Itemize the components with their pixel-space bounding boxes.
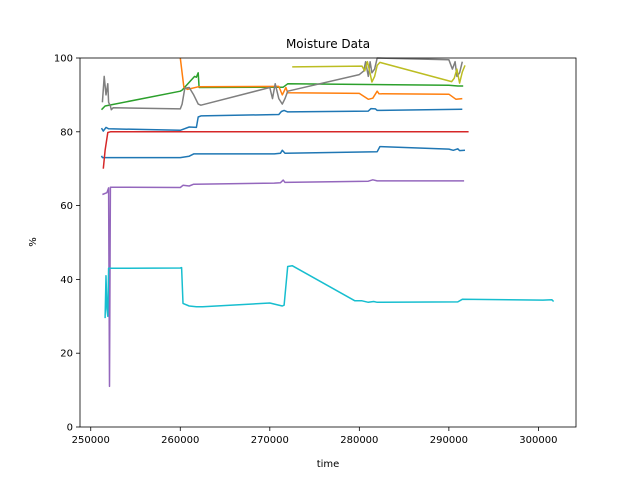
axes-frame (79, 57, 577, 428)
x-tick-label: 260000 (161, 435, 199, 446)
y-axis-ticks: 0 20 40 60 80 100 (54, 54, 80, 434)
y-tick-label: 0 (67, 423, 73, 434)
x-tick-label: 290000 (430, 435, 468, 446)
x-tick-label: 250000 (72, 435, 110, 446)
y-tick-label: 40 (60, 275, 73, 286)
y-tick-label: 60 (60, 201, 73, 212)
y-tick-label: 100 (54, 54, 73, 65)
x-tick-label: 270000 (251, 435, 289, 446)
y-tick-label: 20 (60, 349, 73, 360)
y-axis-label: % (28, 237, 39, 247)
series-line-4 (102, 179, 465, 388)
x-tick-label: 300000 (519, 435, 557, 446)
x-tick-label: 280000 (340, 435, 378, 446)
series-layer (100, 57, 555, 388)
series-line-2 (100, 145, 466, 159)
chart-title: Moisture Data (286, 37, 370, 51)
series-line-3 (102, 131, 469, 169)
series-line-6 (100, 72, 464, 111)
y-tick-label: 80 (60, 127, 73, 138)
series-line-9 (292, 60, 466, 84)
x-axis-ticks: 250000 260000 270000 280000 290000 300000 (72, 427, 557, 446)
plot-area (79, 57, 577, 428)
series-line-1 (100, 107, 463, 132)
series-line-5 (104, 264, 555, 319)
x-axis-label: time (317, 459, 340, 470)
